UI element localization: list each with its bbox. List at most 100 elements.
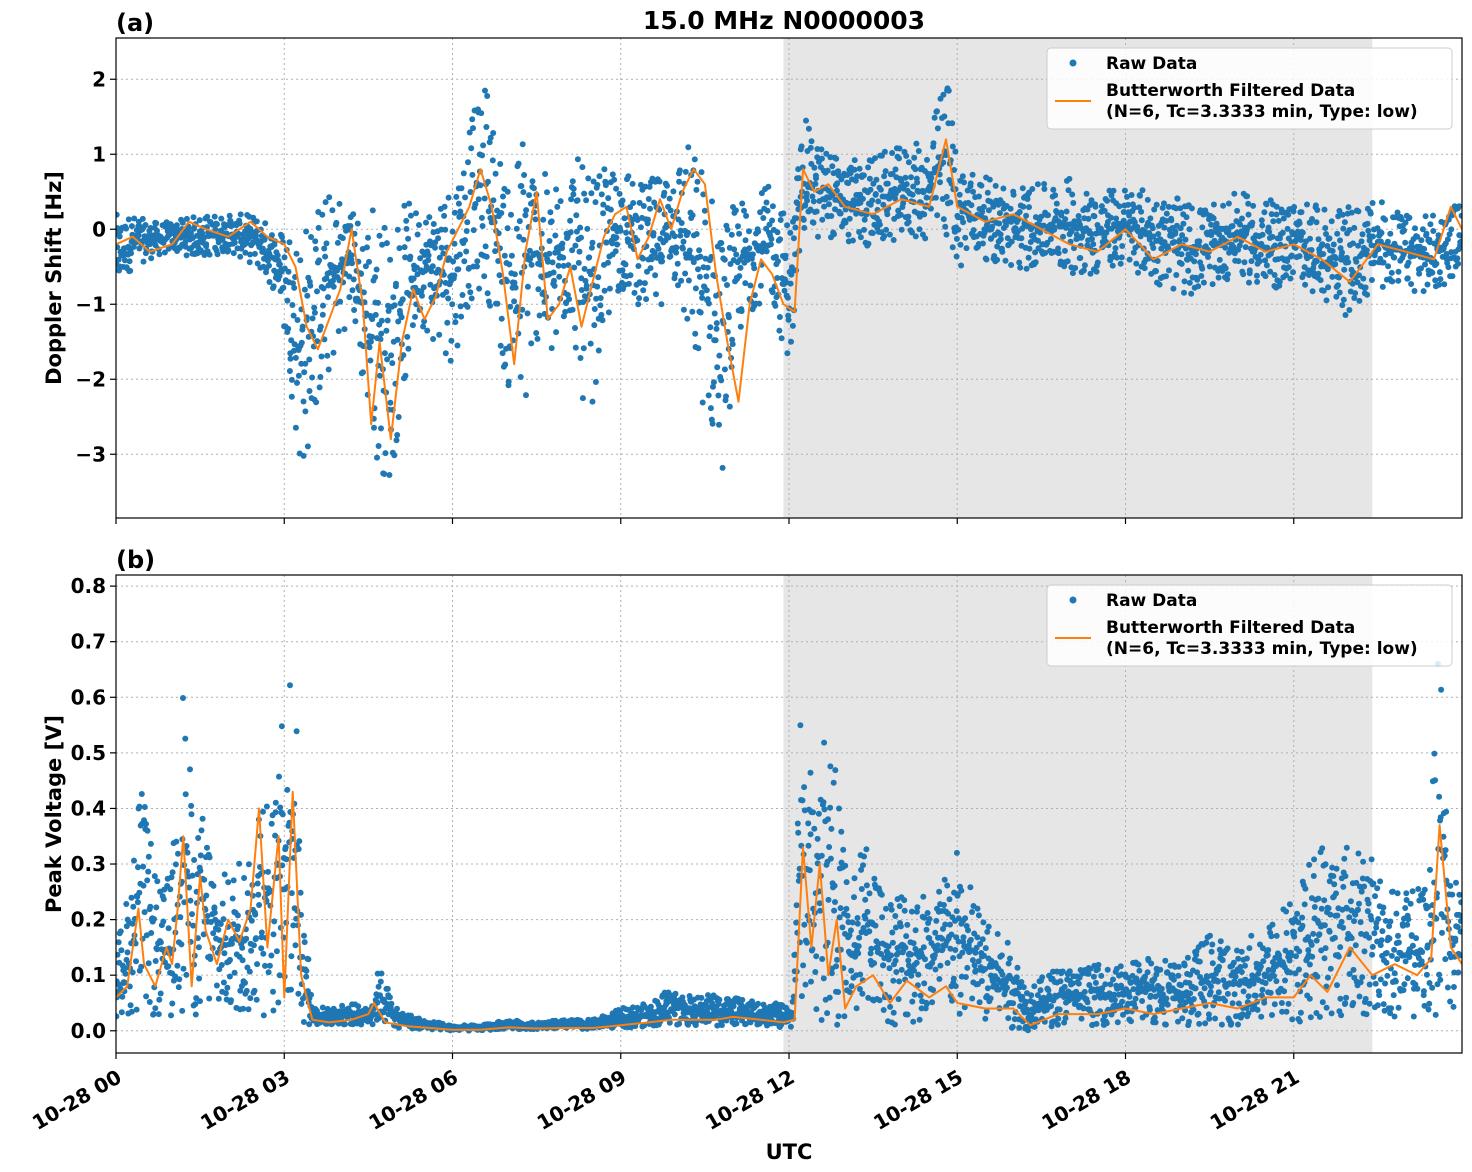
raw-data-point	[148, 930, 155, 936]
raw-data-point	[474, 258, 481, 265]
raw-data-point	[692, 285, 699, 292]
raw-data-point	[308, 234, 314, 240]
raw-data-point	[716, 421, 722, 428]
raw-data-point	[577, 224, 584, 231]
raw-data-point	[454, 342, 461, 349]
raw-data-point	[951, 167, 958, 173]
raw-data-point	[843, 905, 850, 912]
raw-data-point	[974, 934, 981, 941]
raw-data-point	[399, 296, 406, 303]
raw-data-point	[490, 197, 497, 204]
raw-data-point	[1351, 224, 1358, 231]
raw-data-point	[1406, 214, 1413, 221]
raw-data-point	[975, 958, 982, 965]
raw-data-point	[595, 274, 602, 281]
raw-data-point	[1435, 232, 1442, 239]
raw-data-point	[1280, 215, 1287, 222]
raw-data-point	[873, 176, 880, 183]
raw-data-point	[928, 174, 935, 181]
raw-data-point	[846, 932, 853, 939]
raw-data-point	[887, 902, 894, 908]
raw-data-point	[1179, 232, 1186, 239]
raw-data-point	[819, 956, 826, 962]
raw-data-point	[828, 970, 835, 977]
y-tick-label: 1	[92, 142, 106, 166]
y-tick-label: −3	[75, 442, 106, 466]
raw-data-point	[1032, 259, 1039, 266]
raw-data-point	[156, 251, 163, 258]
raw-data-point	[921, 914, 928, 921]
raw-data-point	[130, 903, 137, 910]
raw-data-point	[268, 820, 275, 827]
raw-data-point	[315, 224, 322, 231]
raw-data-point	[841, 1013, 848, 1020]
raw-data-point	[706, 333, 713, 340]
raw-data-point	[1299, 229, 1306, 236]
raw-data-point	[145, 960, 152, 967]
raw-data-point	[600, 210, 607, 217]
raw-data-point	[444, 319, 451, 326]
raw-data-point	[974, 905, 981, 912]
raw-data-point	[1040, 222, 1047, 229]
raw-data-point	[808, 978, 814, 985]
raw-data-point	[693, 186, 700, 193]
raw-data-point	[1315, 236, 1322, 243]
raw-data-point	[845, 180, 852, 187]
raw-data-point	[516, 218, 523, 225]
raw-data-point	[388, 1000, 395, 1007]
raw-data-point	[789, 1010, 796, 1016]
raw-data-point	[276, 972, 283, 979]
raw-data-point	[436, 254, 443, 261]
raw-data-point	[524, 283, 531, 290]
raw-data-point	[937, 962, 944, 969]
raw-data-point	[588, 244, 595, 251]
raw-data-point	[646, 183, 653, 190]
raw-data-point	[577, 355, 584, 361]
raw-data-point	[136, 889, 143, 896]
raw-data-point	[141, 804, 148, 810]
raw-data-point	[394, 226, 401, 233]
raw-data-point	[940, 902, 947, 908]
raw-data-point	[366, 344, 373, 351]
raw-data-point	[535, 286, 542, 293]
raw-data-point	[1126, 256, 1133, 263]
raw-data-point	[378, 970, 385, 977]
raw-data-point	[1083, 190, 1090, 197]
raw-data-point	[1418, 265, 1424, 272]
raw-data-point	[823, 150, 830, 157]
raw-data-point	[787, 280, 794, 287]
raw-data-point	[789, 322, 796, 329]
raw-data-point	[523, 207, 530, 214]
raw-data-point	[373, 266, 380, 273]
raw-data-point	[930, 987, 937, 993]
raw-data-point	[698, 994, 705, 1001]
raw-data-point	[521, 172, 528, 178]
raw-data-point	[659, 253, 665, 260]
raw-data-point	[829, 163, 836, 170]
raw-data-point	[369, 316, 376, 323]
raw-data-point	[818, 146, 825, 153]
raw-data-point	[1185, 267, 1192, 274]
raw-data-point	[1263, 201, 1270, 208]
raw-data-point	[408, 1012, 414, 1019]
raw-data-point	[838, 828, 845, 835]
raw-data-point	[489, 157, 496, 164]
raw-data-point	[303, 967, 310, 974]
raw-data-point	[635, 301, 642, 308]
raw-data-point	[1356, 297, 1363, 304]
raw-data-point	[760, 215, 767, 221]
raw-data-point	[949, 244, 956, 251]
raw-data-point	[871, 960, 878, 967]
raw-data-point	[682, 168, 689, 175]
raw-data-point	[451, 209, 458, 216]
raw-data-point	[723, 393, 729, 400]
raw-data-point	[401, 244, 408, 251]
raw-data-point	[566, 296, 573, 303]
raw-data-point	[962, 234, 969, 241]
raw-data-point	[339, 235, 346, 242]
raw-data-point	[867, 950, 874, 957]
raw-data-point	[778, 335, 785, 342]
raw-data-point	[854, 920, 861, 927]
raw-data-point	[125, 216, 132, 223]
